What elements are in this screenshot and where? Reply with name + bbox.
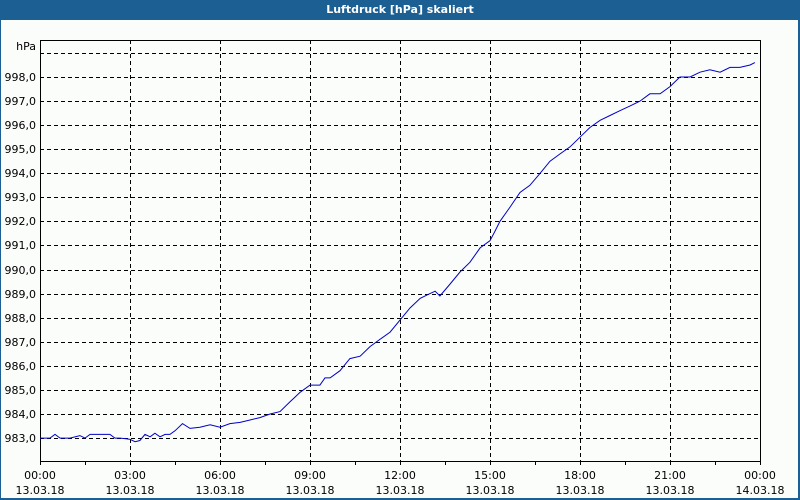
y-tick-label: 986,0 (5, 360, 37, 373)
grid-lines (40, 40, 760, 461)
x-tick-date: 13.03.18 (466, 484, 515, 497)
x-tick-date: 13.03.18 (286, 484, 335, 497)
y-tick-label: 990,0 (5, 264, 37, 277)
chart-panel (1, 20, 798, 498)
y-tick-label: 994,0 (5, 167, 37, 180)
y-tick-label: 997,0 (5, 95, 37, 108)
x-tick-time: 03:00 (114, 469, 146, 482)
x-tick-time: 15:00 (474, 469, 506, 482)
y-tick-label: 985,0 (5, 384, 37, 397)
x-tick-time: 06:00 (204, 469, 236, 482)
plot-frame (40, 40, 761, 465)
x-tick-date: 13.03.18 (106, 484, 155, 497)
y-tick-label: 983,0 (5, 432, 37, 445)
x-tick-time: 00:00 (744, 469, 776, 482)
y-tick-label: 984,0 (5, 408, 37, 421)
y-tick-label: 993,0 (5, 191, 37, 204)
y-tick-label: 988,0 (5, 312, 37, 325)
y-tick-label: 996,0 (5, 119, 37, 132)
x-axis: 00:00 13.03.18 03:00 13.03.18 06:00 13.03.18 0… (16, 469, 785, 497)
x-tick-time: 09:00 (294, 469, 326, 482)
y-tick-label: 998,0 (5, 71, 37, 84)
x-tick-time: 21:00 (654, 469, 686, 482)
x-tick-time: 00:00 (24, 469, 56, 482)
x-tick-date: 13.03.18 (376, 484, 425, 497)
y-axis: 983,0 984,0 985,0 986,0 987,0 988,0 989,0 990,0… (5, 71, 37, 445)
y-tick-label: 989,0 (5, 288, 37, 301)
y-tick-label: 991,0 (5, 239, 37, 252)
y-axis-unit-label: hPa (16, 40, 36, 53)
x-tick-date: 13.03.18 (16, 484, 65, 497)
x-tick-time: 18:00 (564, 469, 596, 482)
x-tick-date: 13.03.18 (646, 484, 695, 497)
chart-title: Luftdruck [hPa] skaliert (0, 0, 800, 20)
y-tick-label: 995,0 (5, 143, 37, 156)
x-tick-date: 13.03.18 (196, 484, 245, 497)
x-tick-date: 13.03.18 (556, 484, 605, 497)
y-tick-label: 987,0 (5, 336, 37, 349)
pressure-series-line (40, 62, 756, 443)
x-tick-date: 14.03.18 (736, 484, 785, 497)
y-tick-label: 992,0 (5, 215, 37, 228)
x-tick-time: 12:00 (384, 469, 416, 482)
